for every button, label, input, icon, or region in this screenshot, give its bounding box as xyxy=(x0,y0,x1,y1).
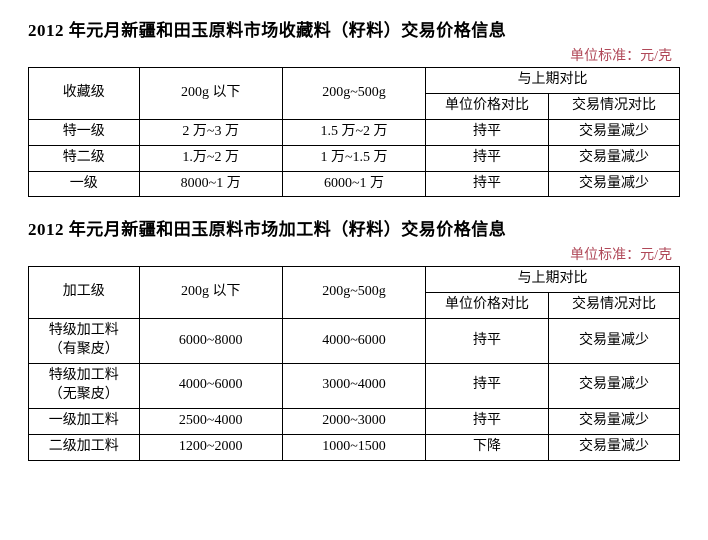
section-title: 2012 年元月新疆和田玉原料市场加工料（籽料）交易价格信息 xyxy=(28,215,680,240)
cell-grade: 特一级 xyxy=(29,119,140,145)
cell-price-compare: 持平 xyxy=(426,145,549,171)
cell-price-compare: 持平 xyxy=(426,119,549,145)
cell-weight-1: 6000~8000 xyxy=(139,319,282,364)
header-weight-1: 200g 以下 xyxy=(139,267,282,319)
cell-weight-1: 8000~1 万 xyxy=(139,171,282,197)
cell-weight-2: 1 万~1.5 万 xyxy=(282,145,425,171)
cell-weight-1: 4000~6000 xyxy=(139,364,282,409)
cell-weight-2: 4000~6000 xyxy=(282,319,425,364)
price-section: 2012 年元月新疆和田玉原料市场加工料（籽料）交易价格信息单位标准：元/克加工… xyxy=(28,215,680,460)
header-compare-group: 与上期对比 xyxy=(426,68,680,94)
cell-grade: 特级加工料 （有聚皮） xyxy=(29,319,140,364)
cell-grade: 二级加工料 xyxy=(29,434,140,460)
table-row: 一级加工料 2500~40002000~3000持平交易量减少 xyxy=(29,408,680,434)
cell-volume-compare: 交易量减少 xyxy=(548,119,679,145)
table-row: 一级 8000~1 万6000~1 万持平交易量减少 xyxy=(29,171,680,197)
cell-price-compare: 下降 xyxy=(426,434,549,460)
cell-grade-line: 一级 xyxy=(70,176,98,191)
cell-grade: 特级加工料 （无聚皮） xyxy=(29,364,140,409)
cell-weight-1: 2 万~3 万 xyxy=(139,119,282,145)
cell-price-compare: 持平 xyxy=(426,171,549,197)
cell-grade: 一级 xyxy=(29,171,140,197)
cell-weight-2: 6000~1 万 xyxy=(282,171,425,197)
cell-grade-line: 一级加工料 xyxy=(49,413,119,428)
cell-grade-line: （有聚皮） xyxy=(49,342,119,357)
cell-grade: 特二级 xyxy=(29,145,140,171)
cell-volume-compare: 交易量减少 xyxy=(548,319,679,364)
cell-weight-1: 2500~4000 xyxy=(139,408,282,434)
header-compare-group: 与上期对比 xyxy=(426,267,680,293)
cell-volume-compare: 交易量减少 xyxy=(548,171,679,197)
cell-grade-line: 二级加工料 xyxy=(49,439,119,454)
cell-grade-line: （无聚皮） xyxy=(49,387,119,402)
header-weight-1: 200g 以下 xyxy=(139,68,282,120)
cell-volume-compare: 交易量减少 xyxy=(548,408,679,434)
table-row: 特级加工料 （有聚皮） 6000~80004000~6000持平交易量减少 xyxy=(29,319,680,364)
price-table: 加工级200g 以下200g~500g与上期对比单位价格对比交易情况对比特级加工… xyxy=(28,266,680,460)
cell-volume-compare: 交易量减少 xyxy=(548,364,679,409)
header-compare-price: 单位价格对比 xyxy=(426,93,549,119)
cell-weight-1: 1.万~2 万 xyxy=(139,145,282,171)
table-row: 特级加工料 （无聚皮） 4000~60003000~4000持平交易量减少 xyxy=(29,364,680,409)
cell-weight-2: 1.5 万~2 万 xyxy=(282,119,425,145)
section-title: 2012 年元月新疆和田玉原料市场收藏料（籽料）交易价格信息 xyxy=(28,16,680,41)
table-header-row: 加工级200g 以下200g~500g与上期对比 xyxy=(29,267,680,293)
cell-weight-2: 3000~4000 xyxy=(282,364,425,409)
header-grade: 收藏级 xyxy=(29,68,140,120)
cell-volume-compare: 交易量减少 xyxy=(548,434,679,460)
cell-grade-line: 特级加工料 xyxy=(49,323,119,338)
table-row: 二级加工料 1200~20001000~1500下降交易量减少 xyxy=(29,434,680,460)
cell-grade-line: 特一级 xyxy=(63,124,105,139)
cell-grade-line: 特二级 xyxy=(63,150,105,165)
header-grade: 加工级 xyxy=(29,267,140,319)
cell-weight-2: 2000~3000 xyxy=(282,408,425,434)
header-weight-2: 200g~500g xyxy=(282,267,425,319)
cell-weight-1: 1200~2000 xyxy=(139,434,282,460)
price-table: 收藏级200g 以下200g~500g与上期对比单位价格对比交易情况对比特一级 2… xyxy=(28,67,680,197)
header-weight-2: 200g~500g xyxy=(282,68,425,120)
table-row: 特二级 1.万~2 万1 万~1.5 万持平交易量减少 xyxy=(29,145,680,171)
cell-price-compare: 持平 xyxy=(426,319,549,364)
cell-price-compare: 持平 xyxy=(426,408,549,434)
cell-weight-2: 1000~1500 xyxy=(282,434,425,460)
table-row: 特一级 2 万~3 万1.5 万~2 万持平交易量减少 xyxy=(29,119,680,145)
header-compare-volume: 交易情况对比 xyxy=(548,293,679,319)
unit-label: 单位标准：元/克 xyxy=(28,244,680,264)
table-header-row: 收藏级200g 以下200g~500g与上期对比 xyxy=(29,68,680,94)
header-compare-volume: 交易情况对比 xyxy=(548,93,679,119)
cell-volume-compare: 交易量减少 xyxy=(548,145,679,171)
cell-grade-line: 特级加工料 xyxy=(49,368,119,383)
cell-grade: 一级加工料 xyxy=(29,408,140,434)
unit-label: 单位标准：元/克 xyxy=(28,45,680,65)
price-section: 2012 年元月新疆和田玉原料市场收藏料（籽料）交易价格信息单位标准：元/克收藏… xyxy=(28,16,680,197)
header-compare-price: 单位价格对比 xyxy=(426,293,549,319)
cell-price-compare: 持平 xyxy=(426,364,549,409)
